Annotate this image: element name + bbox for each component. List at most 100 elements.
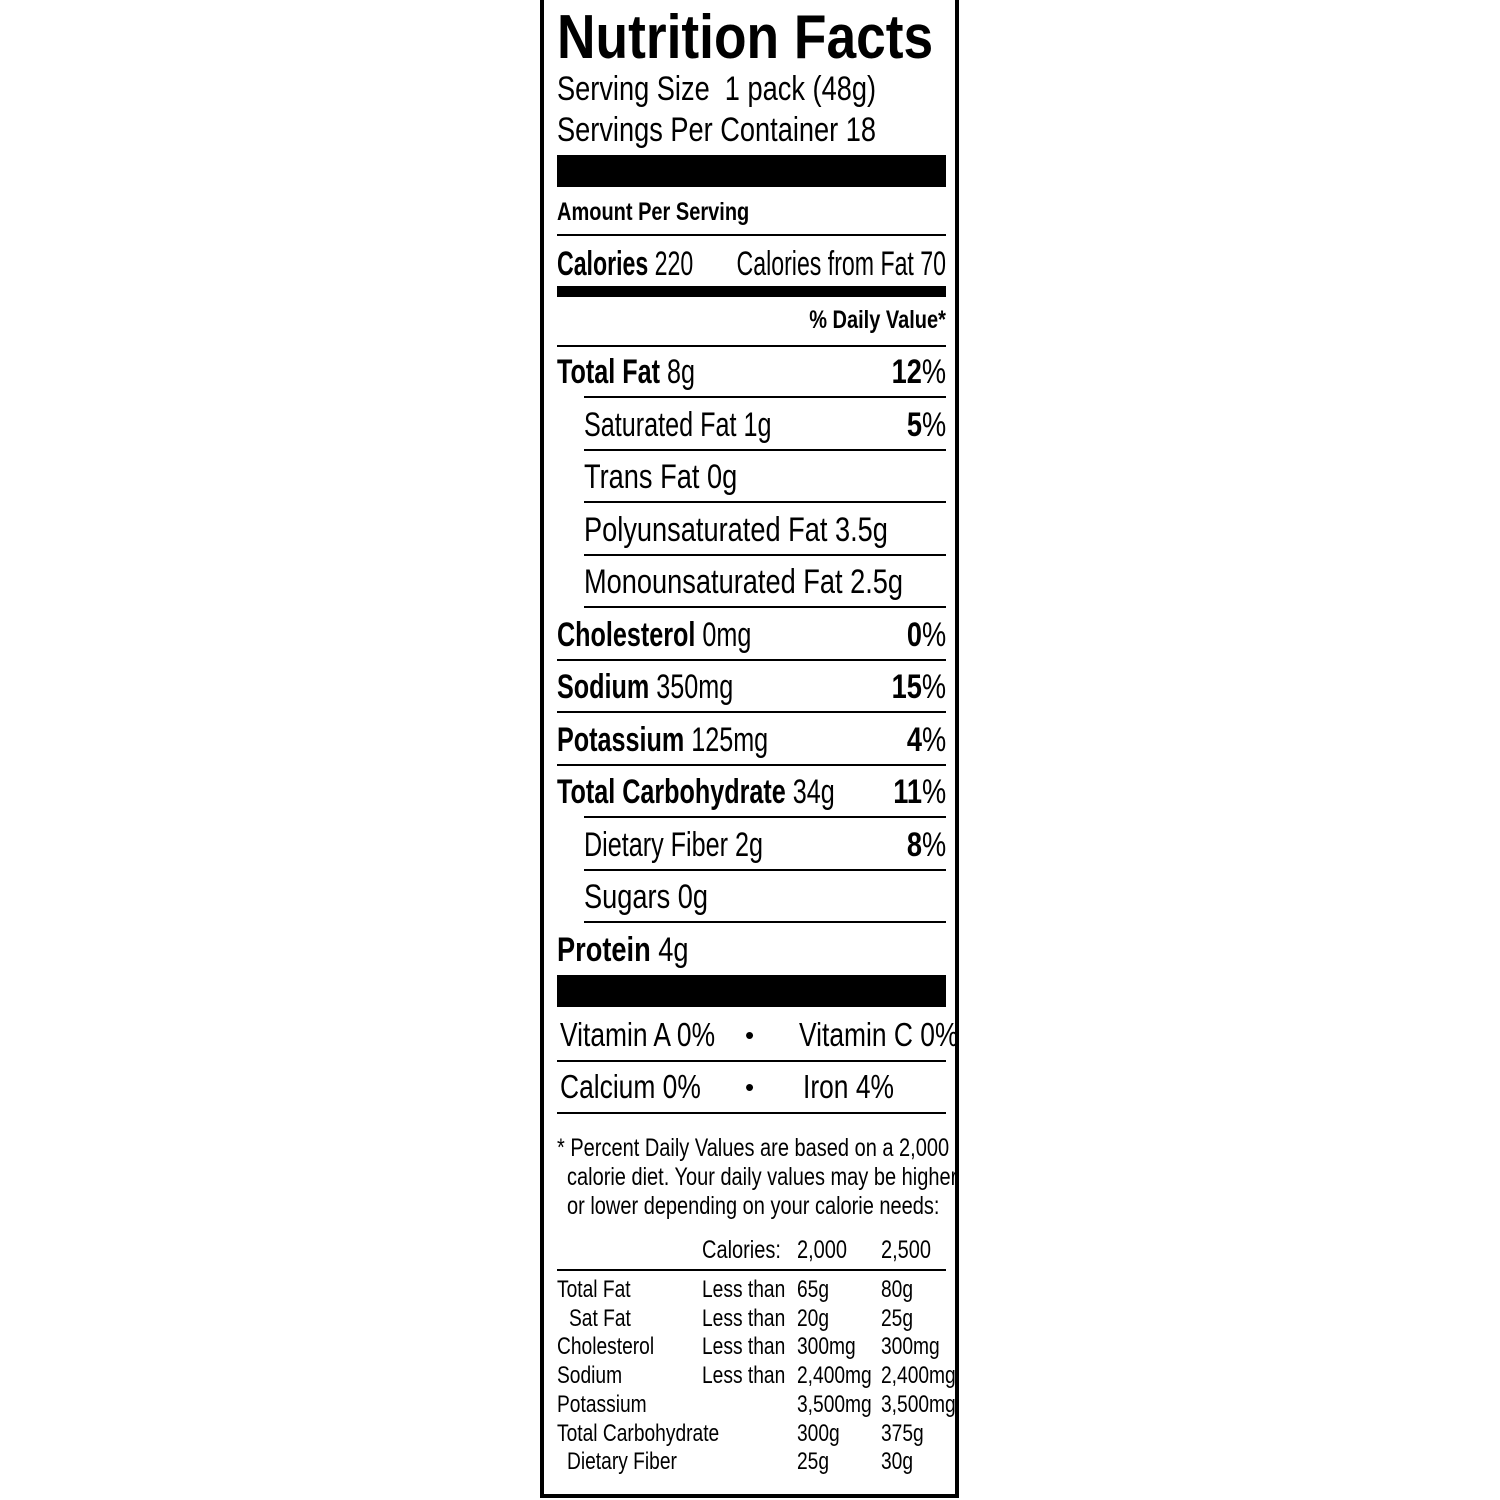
vitamin-item: Calcium 0% bbox=[560, 1068, 701, 1105]
nutrient-label: Protein 4g bbox=[557, 925, 689, 975]
vitamin-row: Calcium 0% • Iron 4% bbox=[557, 1062, 946, 1112]
bullet: • bbox=[745, 1020, 755, 1050]
daily-value-percent: 15% bbox=[891, 668, 946, 706]
daily-value-number: 12 bbox=[891, 353, 922, 391]
divider bbox=[584, 921, 946, 923]
divider-medium bbox=[557, 286, 946, 297]
footnote-line: calorie diet. Your daily values may be h… bbox=[557, 1163, 957, 1192]
nutrient-label: Total Carbohydrate 34g bbox=[557, 767, 835, 817]
serving-size: Serving Size 1 pack (48g) bbox=[557, 70, 946, 108]
reference-cell: 80g bbox=[881, 1276, 914, 1303]
servings-per-container-text: Servings Per Container 18 bbox=[557, 111, 877, 149]
divider bbox=[584, 448, 946, 451]
calories-from-fat: Calories from Fat 70 bbox=[736, 245, 946, 283]
divider bbox=[557, 1269, 946, 1271]
servings-per-container: Servings Per Container 18 bbox=[557, 111, 946, 149]
reference-cell: 3,500mg bbox=[881, 1390, 956, 1418]
divider bbox=[557, 711, 946, 713]
nutrient-name: Saturated Fat bbox=[584, 405, 737, 444]
calories-row: Calories 220 Calories from Fat 70 bbox=[557, 242, 946, 286]
daily-value-number: 15 bbox=[891, 668, 922, 706]
divider bbox=[557, 234, 946, 236]
daily-value-number: 0 bbox=[906, 615, 922, 654]
nutrient-row: Saturated Fat 1g 5% bbox=[584, 400, 946, 450]
nutrient-name: Monounsaturated Fat bbox=[584, 563, 843, 601]
daily-value-percent: 4% bbox=[906, 720, 946, 759]
nutrient-label: Potassium 125mg bbox=[557, 715, 768, 765]
nutrient-row: Sugars 0g bbox=[584, 872, 946, 922]
reference-cell: Total Carbohydrate bbox=[557, 1419, 720, 1447]
nutrient-row: Sodium 350mg 15% bbox=[557, 662, 946, 712]
divider bbox=[584, 606, 946, 608]
nutrient-label: Saturated Fat 1g bbox=[584, 400, 771, 450]
divider bbox=[584, 553, 946, 556]
nutrient-amount: 4g bbox=[658, 930, 689, 969]
amount-per-serving: Amount Per Serving bbox=[557, 196, 946, 228]
divider-thick bbox=[557, 155, 946, 187]
reference-header-cell: 2,500 bbox=[881, 1236, 932, 1264]
divider bbox=[557, 345, 946, 347]
calories-label: Calories bbox=[557, 245, 649, 283]
divider bbox=[584, 868, 946, 871]
divider bbox=[557, 658, 946, 661]
vitamin-item: Vitamin A 0% bbox=[560, 1016, 716, 1053]
bullet: • bbox=[745, 1072, 755, 1102]
nutrient-amount: 3.5g bbox=[835, 510, 888, 549]
daily-value-number: 8 bbox=[906, 825, 922, 864]
reference-cell: 30g bbox=[881, 1448, 914, 1476]
nutrient-amount: 2g bbox=[735, 825, 763, 864]
divider bbox=[584, 816, 946, 818]
nutrient-amount: 34g bbox=[792, 773, 835, 811]
reference-cell: Total Fat bbox=[557, 1276, 631, 1303]
nutrient-label: Cholesterol 0mg bbox=[557, 610, 751, 660]
nutrient-label: Dietary Fiber 2g bbox=[584, 820, 763, 870]
nutrient-name: Sugars bbox=[584, 878, 671, 916]
daily-value-percent: 12% bbox=[891, 353, 946, 391]
daily-value-number: 11 bbox=[893, 773, 922, 811]
nutrient-name: Total Carbohydrate bbox=[557, 773, 786, 811]
daily-value-percent: 5% bbox=[906, 405, 946, 444]
reference-cell: Potassium bbox=[557, 1390, 647, 1418]
footnote: * Percent Daily Values are based on a 2,… bbox=[557, 1134, 957, 1221]
nutrient-row: Total Carbohydrate 34g 11% bbox=[557, 767, 946, 817]
divider bbox=[584, 396, 946, 398]
amount-per-serving-text: Amount Per Serving bbox=[557, 198, 750, 226]
calories-value: 220 bbox=[654, 245, 694, 283]
daily-value-header-text: % Daily Value* bbox=[809, 306, 946, 334]
reference-cell: Sat Fat bbox=[569, 1304, 631, 1332]
nutrient-amount: 2.5g bbox=[850, 563, 904, 601]
reference-cell: Less than bbox=[702, 1333, 786, 1361]
footnote-text: * Percent Daily Values are based on a 2,… bbox=[557, 1134, 950, 1162]
divider bbox=[557, 1112, 946, 1114]
nutrient-label: Total Fat 8g bbox=[557, 347, 695, 397]
reference-cell: 25g bbox=[881, 1304, 914, 1332]
title: Nutrition Facts bbox=[557, 7, 946, 69]
footnote-text: calorie diet. Your daily values may be h… bbox=[567, 1163, 958, 1191]
daily-value-number: 5 bbox=[906, 405, 922, 444]
nutrient-amount: 8g bbox=[666, 353, 695, 391]
nutrient-amount: 0g bbox=[677, 878, 709, 916]
daily-value-percent: 0% bbox=[906, 615, 946, 654]
reference-cell: Less than bbox=[702, 1362, 786, 1390]
footnote-line: * Percent Daily Values are based on a 2,… bbox=[557, 1134, 950, 1163]
reference-cell: 300mg bbox=[881, 1333, 940, 1361]
daily-value-percent: 8% bbox=[906, 825, 946, 864]
vitamin-item: Iron 4% bbox=[803, 1068, 894, 1105]
nutrient-name: Sodium bbox=[557, 668, 650, 706]
vitamin-row: Vitamin A 0% • Vitamin C 0% bbox=[557, 1010, 958, 1060]
footnote-line: or lower depending on your calorie needs… bbox=[557, 1192, 946, 1221]
nutrient-name: Potassium bbox=[557, 720, 685, 759]
nutrient-amount: 0mg bbox=[702, 615, 752, 654]
reference-cell: 300mg bbox=[797, 1333, 856, 1361]
nutrient-name: Protein bbox=[557, 930, 651, 969]
reference-header-cell: Calories: bbox=[702, 1236, 781, 1264]
nutrient-label: Sodium 350mg bbox=[557, 662, 733, 712]
reference-header-cell: 2,000 bbox=[797, 1236, 848, 1264]
reference-cell: Less than bbox=[702, 1304, 786, 1332]
reference-cell: Less than bbox=[702, 1276, 786, 1303]
nutrient-amount: 1g bbox=[743, 405, 772, 444]
reference-cell: 25g bbox=[797, 1448, 830, 1476]
reference-cell: Dietary Fiber bbox=[567, 1448, 677, 1476]
nutrient-label: Polyunsaturated Fat 3.5g bbox=[584, 505, 888, 555]
nutrient-name: Dietary Fiber bbox=[584, 825, 729, 864]
